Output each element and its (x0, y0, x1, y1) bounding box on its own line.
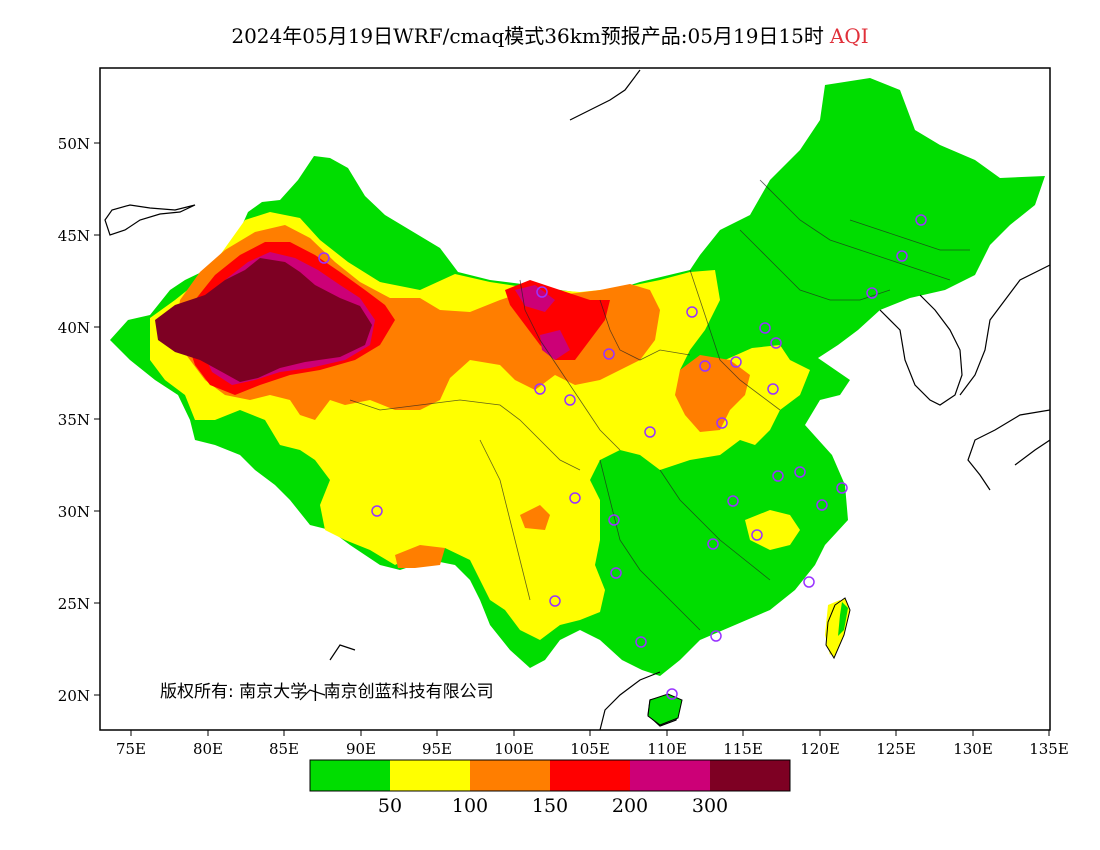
legend-swatch-hazardous (710, 760, 790, 791)
lat-axis (94, 142, 100, 696)
lon-tick-label: 90E (346, 740, 376, 758)
lon-tick-label: 75E (116, 740, 146, 758)
title-variable: AQI (829, 24, 869, 48)
legend-label: 100 (452, 795, 488, 817)
copyright-text: 版权所有: 南京大学 | 南京创蓝科技有限公司 (160, 682, 494, 702)
lon-tick-label: 130E (953, 740, 993, 758)
coastline-sakhalin (569, 69, 641, 121)
coastline-balkhash (104, 204, 196, 236)
coastline-seasia (299, 644, 661, 730)
lon-tick-label: 115E (723, 740, 763, 758)
lon-labels: 75E 80E 85E 90E 95E 100E 105E 110E 115E … (116, 740, 1069, 758)
legend-label: 50 (378, 795, 402, 817)
lon-tick-label: 120E (800, 740, 840, 758)
island-taiwan-good (838, 602, 848, 636)
map-frame (99, 67, 1051, 731)
station-markers (318, 214, 927, 700)
lon-tick-label: 125E (876, 740, 916, 758)
island-hainan (647, 693, 683, 726)
lat-tick-label: 45N (58, 227, 90, 245)
lon-tick-label: 80E (193, 740, 223, 758)
title-text: 2024年05月19日WRF/cmaq模式36km预报产品:05月19日15时 (231, 24, 824, 48)
lat-tick-label: 50N (58, 135, 90, 153)
province-borders (349, 179, 970, 631)
legend-swatch-usg (470, 760, 550, 791)
lon-tick-label: 100E (494, 740, 534, 758)
lat-labels: 50N 45N 40N 35N 30N 25N 20N (58, 135, 90, 705)
legend-swatch-moderate (390, 760, 470, 791)
lat-tick-label: 40N (58, 319, 90, 337)
region-very-unhealthy-gansu (515, 285, 555, 312)
legend-colorbar (309, 759, 791, 792)
region-usg-south (520, 505, 550, 530)
lon-tick-label: 105E (570, 740, 610, 758)
lat-tick-label: 25N (58, 595, 90, 613)
lat-tick-label: 35N (58, 411, 90, 429)
legend-border (309, 759, 791, 792)
lat-tick-label: 30N (58, 503, 90, 521)
legend-label: 300 (692, 795, 728, 817)
coastline-japan (959, 264, 1050, 491)
map-title: 2024年05月19日WRF/cmaq模式36km预报产品:05月19日15时 A… (0, 20, 1100, 49)
coastline-korea (879, 294, 963, 406)
legend-label: 200 (612, 795, 648, 817)
lon-tick-label: 110E (647, 740, 687, 758)
legend-labels: 50 100 150 200 300 (378, 795, 728, 817)
legend-label: 150 (532, 795, 568, 817)
region-hazardous (155, 258, 372, 382)
legend-swatch-very-unhealthy (630, 760, 710, 791)
legend-swatch-good (310, 760, 390, 791)
lon-tick-label: 85E (269, 740, 299, 758)
region-usg-east (675, 355, 750, 432)
map-canvas: 版权所有: 南京大学 | 南京创蓝科技有限公司 (104, 69, 1050, 730)
lat-tick-label: 20N (58, 687, 90, 705)
legend-swatch-unhealthy (550, 760, 630, 791)
lon-tick-label: 135E (1029, 740, 1069, 758)
region-usg-sw (395, 545, 445, 568)
region-very-unhealthy-ningxia (540, 330, 570, 360)
lon-tick-label: 95E (422, 740, 452, 758)
lon-axis (130, 730, 1050, 736)
